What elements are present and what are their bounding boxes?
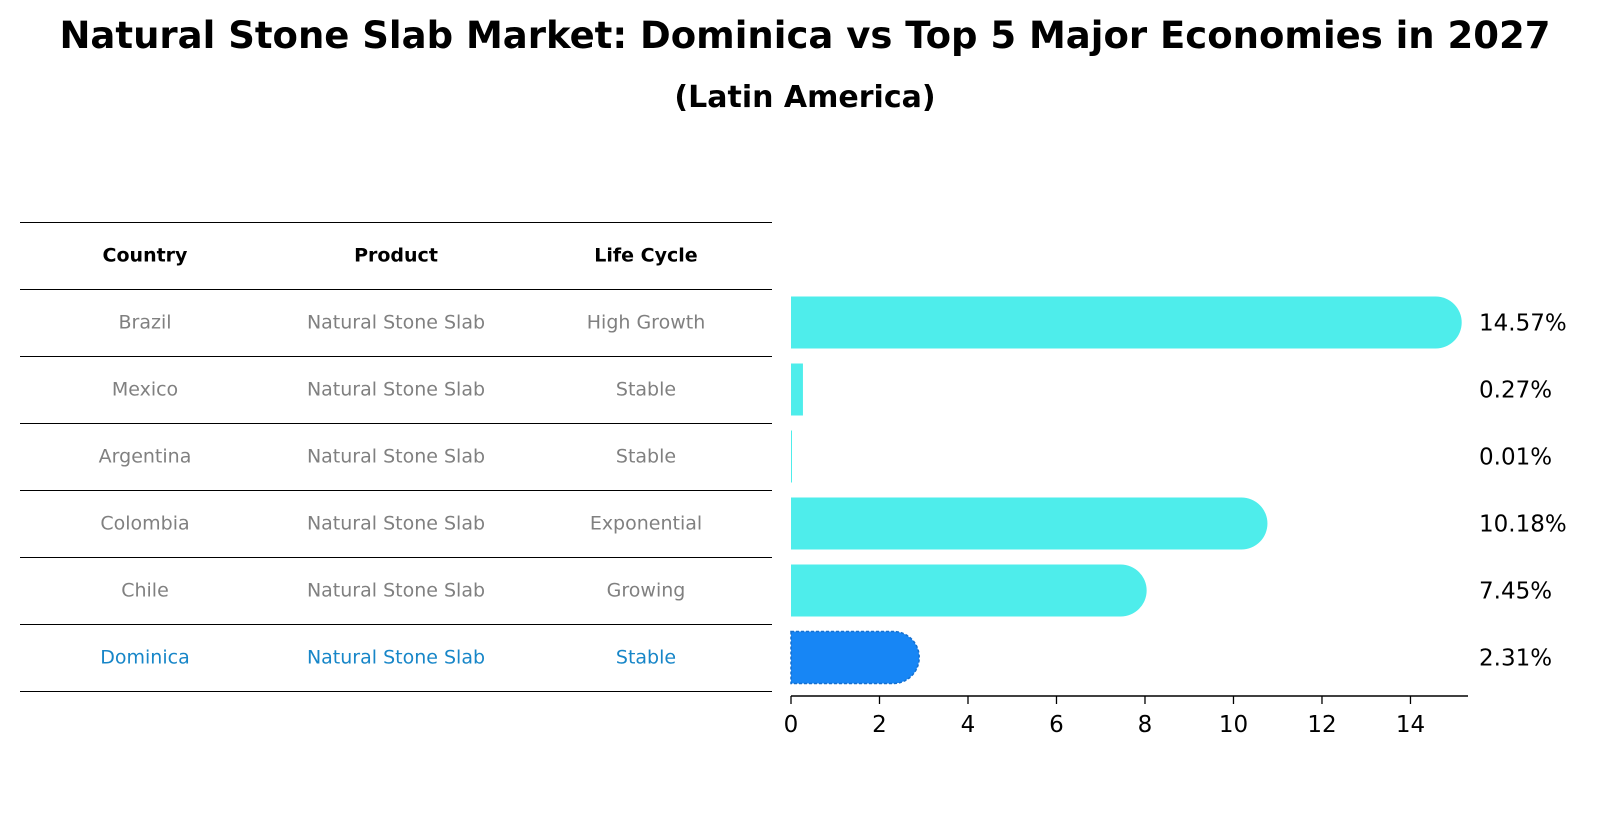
table-rule bbox=[20, 289, 772, 290]
table-rule bbox=[20, 490, 772, 491]
table-cell-country: Chile bbox=[121, 579, 169, 601]
bar-value-label: 2.31% bbox=[1479, 646, 1552, 672]
table-cell-product: Natural Stone Slab bbox=[306, 579, 486, 601]
table-cell-product: Natural Stone Slab bbox=[306, 311, 486, 333]
x-tick-label: 6 bbox=[1049, 712, 1064, 738]
table-rule bbox=[20, 423, 772, 424]
table-cell-country: Brazil bbox=[118, 311, 172, 333]
table-cell-country: Mexico bbox=[111, 378, 179, 400]
table-cell-country: Colombia bbox=[100, 512, 190, 534]
bar-colombia bbox=[791, 497, 1268, 550]
bar-dominica bbox=[790, 630, 920, 685]
table-header-cell: Life Cycle bbox=[594, 244, 698, 266]
bar-argentina bbox=[791, 430, 792, 483]
table-cell-product: Natural Stone Slab bbox=[306, 646, 486, 668]
chart-subtitle: (Latin America) bbox=[674, 80, 936, 115]
bar-value-label: 14.57% bbox=[1479, 311, 1567, 337]
bar-mexico bbox=[791, 363, 803, 416]
table-header-cell: Country bbox=[102, 244, 188, 266]
bar-value-label: 7.45% bbox=[1479, 579, 1552, 605]
bar-value-label: 0.27% bbox=[1479, 378, 1552, 404]
table-rule bbox=[20, 691, 772, 692]
table-cell-country: Dominica bbox=[100, 646, 190, 668]
table-cell-life-cycle: High Growth bbox=[586, 311, 706, 333]
bar-brazil bbox=[791, 296, 1462, 349]
x-tick-label: 4 bbox=[961, 712, 976, 738]
x-tick-label: 8 bbox=[1138, 712, 1153, 738]
table-cell-life-cycle: Stable bbox=[615, 378, 677, 400]
table-rule bbox=[20, 356, 772, 357]
table-cell-life-cycle: Stable bbox=[615, 646, 677, 668]
table-cell-country: Argentina bbox=[98, 445, 192, 467]
table-rule bbox=[20, 624, 772, 625]
bar-value-label: 0.01% bbox=[1479, 445, 1552, 471]
bar-chile bbox=[791, 564, 1147, 617]
x-tick-label: 10 bbox=[1219, 712, 1248, 738]
bar-value-label: 10.18% bbox=[1479, 512, 1567, 538]
table-cell-product: Natural Stone Slab bbox=[306, 512, 486, 534]
x-tick-label: 2 bbox=[872, 712, 887, 738]
table-header-cell: Product bbox=[354, 244, 438, 266]
table-cell-product: Natural Stone Slab bbox=[306, 378, 486, 400]
table-cell-life-cycle: Exponential bbox=[589, 512, 703, 534]
chart-title: Natural Stone Slab Market: Dominica vs T… bbox=[59, 14, 1551, 57]
table-rule bbox=[20, 222, 772, 223]
x-tick-label: 12 bbox=[1307, 712, 1336, 738]
table-rule bbox=[20, 557, 772, 558]
x-tick-label: 0 bbox=[784, 712, 799, 738]
table-cell-life-cycle: Stable bbox=[615, 445, 677, 467]
table-cell-life-cycle: Growing bbox=[606, 579, 686, 601]
table-cell-product: Natural Stone Slab bbox=[306, 445, 486, 467]
x-tick-label: 14 bbox=[1396, 712, 1425, 738]
